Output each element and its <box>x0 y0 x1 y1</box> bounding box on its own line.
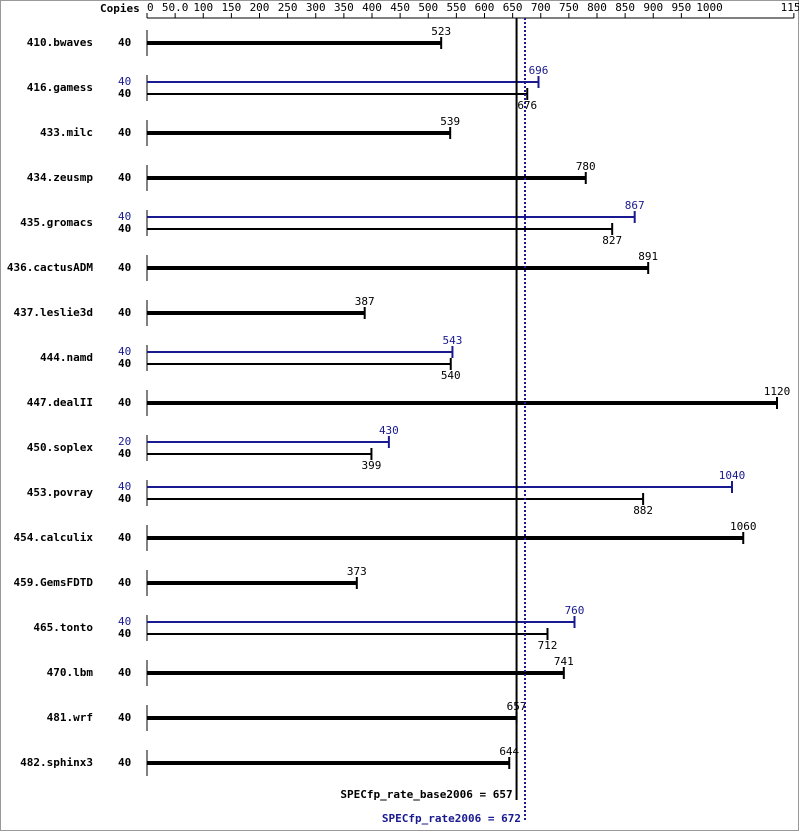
benchmark-label: 447.dealII <box>27 396 93 409</box>
x-tick-label: 750 <box>559 1 579 14</box>
value-label: 1040 <box>719 469 746 482</box>
benchmark-label: 444.namd <box>40 351 93 364</box>
x-tick-label: 150 <box>221 1 241 14</box>
copies: 40 <box>118 210 131 223</box>
x-tick-label: 900 <box>643 1 663 14</box>
x-tick-label: 650 <box>503 1 523 14</box>
x-tick-label: 950 <box>671 1 691 14</box>
copies: 40 <box>118 171 131 184</box>
benchmark-label: 482.sphinx3 <box>20 756 93 769</box>
copies: 40 <box>118 345 131 358</box>
benchmark-label: 434.zeusmp <box>27 171 94 184</box>
value-label: 1060 <box>730 520 757 533</box>
copies: 40 <box>118 480 131 493</box>
benchmark-label: 453.povray <box>27 486 94 499</box>
copies: 40 <box>118 615 131 628</box>
x-tick-label: 0 <box>147 1 154 14</box>
x-tick-label: 350 <box>334 1 354 14</box>
benchmark-label: 436.cactusADM <box>7 261 93 274</box>
x-tick-label: 250 <box>278 1 298 14</box>
x-tick-label: 850 <box>615 1 635 14</box>
benchmark-label: 437.leslie3d <box>14 306 93 319</box>
x-tick-label: 200 <box>250 1 270 14</box>
copies: 40 <box>118 396 131 409</box>
x-tick-label: 450 <box>390 1 410 14</box>
copies-header: Copies <box>100 2 140 15</box>
value-label: 780 <box>576 160 596 173</box>
copies: 40 <box>118 306 131 319</box>
value-label: 430 <box>379 424 399 437</box>
x-tick-label: 300 <box>306 1 326 14</box>
x-tick-label: 600 <box>475 1 495 14</box>
copies: 40 <box>118 447 131 460</box>
copies: 40 <box>118 531 131 544</box>
x-tick-label: 800 <box>587 1 607 14</box>
value-label: 891 <box>638 250 658 263</box>
value-label: 540 <box>441 369 461 382</box>
x-tick-label: 500 <box>418 1 438 14</box>
copies: 40 <box>118 492 131 505</box>
reference-label: SPECfp_rate_base2006 = 657 <box>340 788 512 801</box>
copies: 40 <box>118 666 131 679</box>
x-tick-label: 550 <box>446 1 466 14</box>
copies: 40 <box>118 126 131 139</box>
value-label: 373 <box>347 565 367 578</box>
copies: 40 <box>118 261 131 274</box>
value-label: 644 <box>499 745 519 758</box>
value-label: 1120 <box>764 385 791 398</box>
value-label: 523 <box>431 25 451 38</box>
copies: 40 <box>118 576 131 589</box>
copies: 40 <box>118 222 131 235</box>
benchmark-label: 450.soplex <box>27 441 94 454</box>
copies: 40 <box>118 627 131 640</box>
benchmark-label: 470.lbm <box>47 666 94 679</box>
benchmark-label: 435.gromacs <box>20 216 93 229</box>
value-label: 399 <box>362 459 382 472</box>
x-tick-label: 1150 <box>781 1 799 14</box>
copies: 20 <box>118 435 131 448</box>
value-label: 882 <box>633 504 653 517</box>
x-tick-label: 700 <box>531 1 551 14</box>
value-label: 387 <box>355 295 375 308</box>
value-label: 741 <box>554 655 574 668</box>
value-label: 696 <box>529 64 549 77</box>
copies: 40 <box>118 756 131 769</box>
value-label: 827 <box>602 234 622 247</box>
value-label: 712 <box>538 639 558 652</box>
value-label: 676 <box>517 99 537 112</box>
reference-label: SPECfp_rate2006 = 672 <box>382 812 521 825</box>
x-tick-label: 50.0 <box>162 1 189 14</box>
value-label: 539 <box>440 115 460 128</box>
copies: 40 <box>118 87 131 100</box>
copies: 40 <box>118 75 131 88</box>
value-label: 543 <box>443 334 463 347</box>
benchmark-label: 459.GemsFDTD <box>14 576 94 589</box>
copies: 40 <box>118 711 131 724</box>
benchmark-label: 433.milc <box>40 126 93 139</box>
benchmark-label: 410.bwaves <box>27 36 93 49</box>
benchmark-label: 465.tonto <box>33 621 93 634</box>
benchmark-label: 416.gamess <box>27 81 93 94</box>
value-label: 760 <box>565 604 585 617</box>
benchmark-label: 481.wrf <box>47 711 93 724</box>
x-tick-label: 100 <box>193 1 213 14</box>
benchmark-label: 454.calculix <box>14 531 94 544</box>
x-tick-label: 1000 <box>696 1 723 14</box>
value-label: 867 <box>625 199 645 212</box>
copies: 40 <box>118 357 131 370</box>
copies: 40 <box>118 36 131 49</box>
x-tick-label: 400 <box>362 1 382 14</box>
